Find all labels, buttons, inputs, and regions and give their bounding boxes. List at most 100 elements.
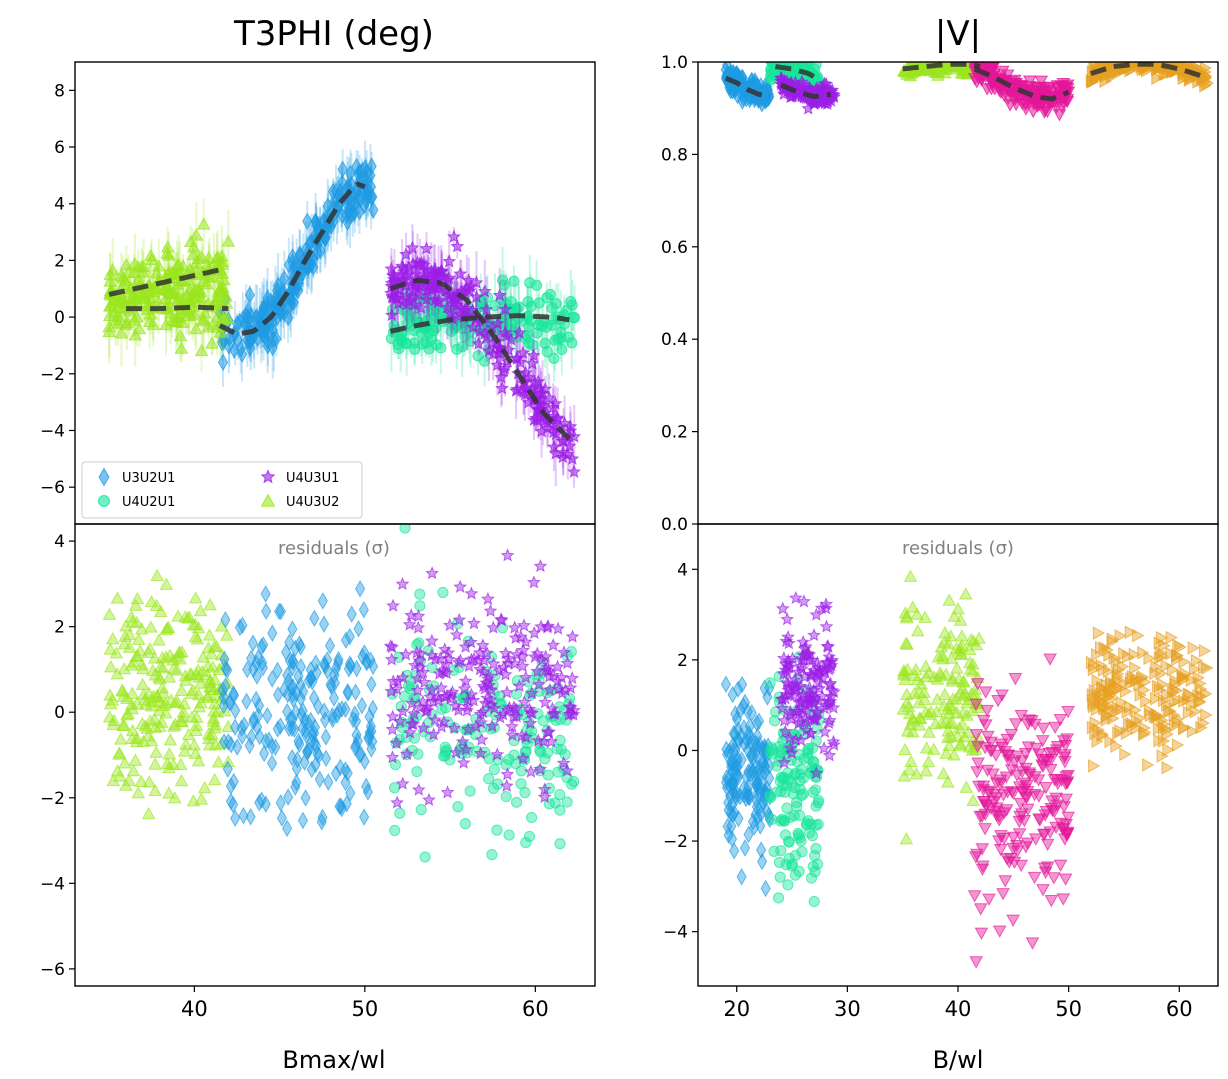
- residual-point: [464, 652, 479, 666]
- vis-residual-point: [968, 851, 983, 864]
- residual-point: [449, 627, 464, 641]
- residual-point: [191, 754, 206, 767]
- vis-residual-point: [969, 956, 983, 969]
- vis-residual-point: [1012, 815, 1027, 829]
- data-point: [453, 266, 468, 280]
- data-point: [159, 317, 173, 331]
- residual-point: [503, 829, 515, 841]
- vis-residual-point: [993, 844, 1008, 857]
- vis-residual-point: [1036, 884, 1050, 897]
- vis-residual-point: [1090, 702, 1104, 717]
- t3phi-residuals-panel: −6 −4 −2 0 2 4 40 50 60: [40, 523, 596, 1021]
- residual-point: [117, 756, 132, 769]
- residual-point: [480, 591, 495, 606]
- data-point: [174, 341, 189, 354]
- vis-residual-point: [751, 798, 762, 816]
- vis-series-pink: [968, 62, 1076, 122]
- vis-residual-point: [909, 767, 924, 780]
- vis-residual-point: [1039, 782, 1053, 795]
- residual-point: [437, 642, 452, 656]
- residual-point: [419, 851, 431, 863]
- vis-residual-point: [733, 809, 744, 828]
- residual-point: [189, 710, 204, 723]
- data-point: [469, 289, 484, 304]
- vis-residual-point: [1047, 872, 1061, 885]
- xtick-label: 40: [181, 997, 208, 1021]
- vis-residual-point: [902, 763, 917, 776]
- residual-point: [398, 647, 413, 661]
- series-u4u3u1: [384, 224, 582, 488]
- residual-point: [513, 629, 528, 643]
- vis-residual-point: [777, 713, 792, 727]
- residual-point: [456, 755, 471, 769]
- vis-residual-point: [781, 629, 796, 644]
- residual-point: [222, 760, 233, 778]
- data-point: [509, 383, 524, 397]
- vis-residual-point: [755, 779, 766, 798]
- residual-point: [334, 797, 345, 816]
- residual-point: [452, 612, 467, 626]
- residual-point: [254, 696, 265, 715]
- residual-point: [411, 638, 423, 651]
- vis-residual-point: [1104, 734, 1117, 749]
- data-point: [169, 314, 184, 327]
- data-point: [556, 445, 570, 459]
- data-point: [144, 252, 159, 266]
- vis-residual-point: [978, 823, 992, 836]
- residual-point: [162, 747, 177, 760]
- residual-point: [219, 650, 230, 668]
- residual-point: [426, 727, 441, 741]
- vis-residual-point: [793, 829, 805, 841]
- residual-point: [112, 747, 126, 760]
- residual-point: [303, 741, 314, 760]
- residual-point: [195, 664, 210, 677]
- vis-residual-point: [1094, 640, 1108, 655]
- data-point: [477, 284, 492, 298]
- vis-residual-point: [1021, 741, 1036, 754]
- data-point: [516, 345, 530, 359]
- plot-area: [102, 140, 582, 488]
- vis-residual-point: [922, 725, 936, 738]
- residual-point: [560, 655, 575, 670]
- vis-residual-point: [827, 684, 841, 698]
- residual-point: [459, 818, 472, 830]
- vis-point: [1086, 74, 1099, 89]
- vis-residual-point: [1198, 660, 1211, 675]
- residual-point: [554, 789, 566, 801]
- data-point: [566, 299, 578, 311]
- vis-residual-point: [1183, 688, 1196, 703]
- residual-point: [533, 762, 548, 776]
- residual-point: [286, 678, 297, 696]
- residual-point: [411, 782, 426, 796]
- vis-residual-point: [1061, 769, 1075, 783]
- residual-point: [118, 629, 133, 642]
- vis-residual-point: [796, 687, 811, 701]
- vis-residual-point: [934, 716, 949, 729]
- vis-residual-point: [1138, 721, 1151, 735]
- residual-point: [437, 586, 449, 599]
- residual-point: [256, 637, 267, 656]
- vis-residual-point: [992, 835, 1006, 848]
- vis-residual-point: [782, 679, 797, 694]
- vis-residual-point: [793, 714, 808, 729]
- vis-residual-point: [1194, 676, 1207, 691]
- vis-residual-point: [1037, 862, 1052, 875]
- residual-point: [185, 683, 200, 696]
- residual-point: [359, 808, 370, 826]
- vis-residual-point: [1091, 734, 1104, 749]
- data-point: [508, 275, 520, 287]
- data-point: [526, 348, 541, 362]
- residual-point: [292, 750, 303, 769]
- ytick-label: −2: [40, 789, 65, 809]
- residual-point: [248, 710, 259, 729]
- vis-residual-point: [822, 713, 837, 727]
- residual-point: [518, 730, 533, 744]
- vis-residual-point: [729, 804, 740, 822]
- vis-residual-point: [745, 747, 756, 765]
- residual-point: [179, 737, 193, 750]
- data-point: [244, 286, 255, 304]
- residual-point: [499, 778, 514, 792]
- residual-point: [121, 706, 135, 720]
- vis-residual-point: [1178, 720, 1191, 735]
